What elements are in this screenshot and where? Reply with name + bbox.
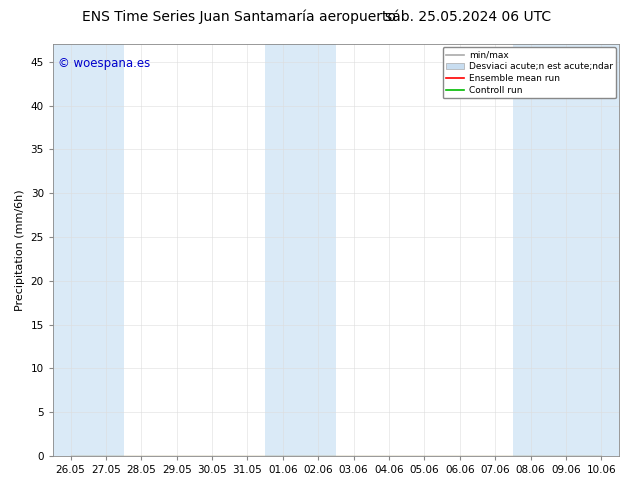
- Legend: min/max, Desviaci acute;n est acute;ndar, Ensemble mean run, Controll run: min/max, Desviaci acute;n est acute;ndar…: [443, 47, 616, 98]
- Text: sáb. 25.05.2024 06 UTC: sáb. 25.05.2024 06 UTC: [385, 10, 552, 24]
- Bar: [53, 45, 124, 456]
- Bar: [265, 45, 336, 456]
- Bar: [513, 45, 619, 456]
- Text: © woespana.es: © woespana.es: [58, 57, 151, 70]
- Text: ENS Time Series Juan Santamaría aeropuerto: ENS Time Series Juan Santamaría aeropuer…: [82, 10, 396, 24]
- Y-axis label: Precipitation (mm/6h): Precipitation (mm/6h): [15, 189, 25, 311]
